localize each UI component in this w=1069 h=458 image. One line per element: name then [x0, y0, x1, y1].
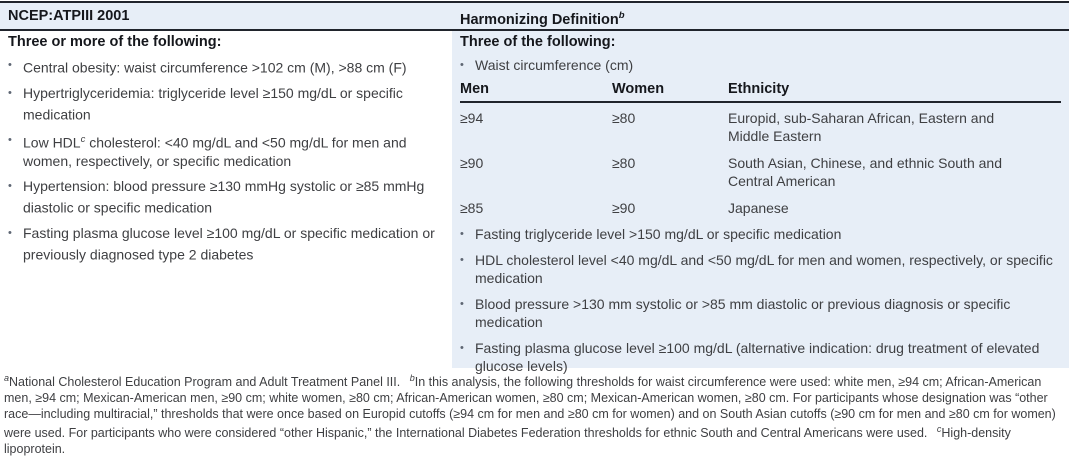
ncep-criterion-fasting-glucose: • Fasting plasma glucose level ≥100 mg/d… [8, 224, 445, 264]
bullet-icon: • [8, 180, 12, 193]
harmonizing-panel-background [452, 31, 1069, 368]
cell-ethnicity: South Asian, Chinese, and ethnic South a… [728, 154, 1002, 190]
waist-table-row: ≥90 ≥80 South Asian, Chinese, and ethnic… [460, 154, 1061, 191]
bullet-icon: • [8, 133, 12, 146]
criterion-text-cont: cholesterol: <40 mg/dL and <50 mg/dL for… [23, 134, 407, 169]
criterion-text: Low HDL [23, 134, 81, 151]
harmonizing-footnote-marker: b [618, 10, 625, 21]
waist-table-header-ethnicity: Ethnicity [728, 80, 790, 97]
cell-men: ≥85 [460, 199, 484, 216]
footnote-text-c: High-density lipoprotein. [4, 426, 1011, 457]
criterion-sup: c [80, 133, 86, 145]
column-header-harmonizing: Harmonizing Definitionb [460, 3, 625, 33]
harmonizing-criterion-blood-pressure: • Blood pressure >130 mm systolic or >85… [460, 295, 1061, 332]
harmonizing-title-text: Harmonizing Definition [460, 11, 619, 28]
cell-ethnicity: Europid, sub-Saharan African, Eastern an… [728, 109, 995, 145]
waist-table-header-women: Women [612, 80, 665, 97]
cell-women: ≥80 [612, 109, 636, 126]
harmonizing-criteria-list: • Fasting triglyceride level >150 mg/dL … [460, 225, 1061, 376]
cell-men: ≥90 [460, 154, 484, 171]
ncep-criterion-hypertension: • Hypertension: blood pressure ≥130 mmHg… [8, 177, 445, 217]
bullet-icon: • [460, 297, 464, 310]
harmonizing-criterion-triglyceride: • Fasting triglyceride level >150 mg/dL … [460, 225, 1061, 244]
waist-table-row: ≥85 ≥90 Japanese [460, 199, 1061, 218]
table-header-band: NCEP:ATPIII 2001 Harmonizing Definitionb [0, 1, 1069, 31]
waist-table-header-men: Men [460, 80, 489, 97]
bullet-icon: • [8, 59, 12, 71]
table-footnote: aNational Cholesterol Education Program … [4, 371, 1066, 458]
criterion-text: Blood pressure >130 mm systolic or >85 m… [475, 295, 1011, 331]
criterion-text: Hypertension: blood pressure ≥130 mmHg s… [23, 178, 425, 216]
cell-ethnicity: Japanese [728, 199, 789, 216]
harmonizing-subtitle: Three of the following: [460, 34, 616, 50]
criterion-text: Fasting plasma glucose level ≥100 mg/dL … [475, 339, 1040, 375]
ncep-criterion-central-obesity: • Central obesity: waist circumference >… [8, 56, 445, 77]
bullet-icon: • [460, 228, 464, 240]
bullet-icon: • [8, 227, 12, 240]
harmonizing-waist-item: • Waist circumference (cm) [460, 56, 1061, 75]
waist-table-row: ≥94 ≥80 Europid, sub-Saharan African, Ea… [460, 109, 1061, 146]
ncep-criteria-list: • Central obesity: waist circumference >… [8, 56, 445, 264]
footnote-marker-a: a [4, 373, 10, 383]
ncep-criterion-low-hdl: • Low HDLc cholesterol: <40 mg/dL and <5… [8, 131, 445, 171]
criterion-text: Fasting triglyceride level >150 mg/dL or… [475, 226, 842, 242]
criterion-text: Central obesity: waist circumference >10… [23, 59, 407, 76]
footnote-marker-b: b [409, 373, 415, 383]
bullet-icon: • [8, 87, 12, 100]
waist-table-header-row: Men Women Ethnicity [460, 80, 1061, 103]
column-header-ncep: NCEP:ATPIII 2001 [8, 8, 130, 24]
ncep-panel: Three or more of the following: • Centra… [8, 33, 445, 271]
bullet-icon: • [460, 341, 464, 354]
footnote-text-b: In this analysis, the following threshol… [4, 375, 1056, 441]
criterion-text: Hypertriglyceridemia: triglyceride level… [23, 85, 403, 123]
cell-men: ≥94 [460, 109, 484, 126]
harmonizing-criterion-hdl: • HDL cholesterol level <40 mg/dL and <5… [460, 251, 1061, 288]
cell-women: ≥90 [612, 199, 636, 216]
footnote-text-a: National Cholesterol Education Program a… [9, 375, 401, 390]
criterion-text: Waist circumference (cm) [475, 57, 634, 73]
bullet-icon: • [460, 253, 464, 266]
cell-women: ≥80 [612, 154, 636, 171]
harmonizing-criterion-fasting-glucose: • Fasting plasma glucose level ≥100 mg/d… [460, 339, 1061, 376]
harmonizing-criterion-waist: • Waist circumference (cm) [460, 56, 1061, 75]
criterion-text: Fasting plasma glucose level ≥100 mg/dL … [23, 225, 435, 263]
ncep-subtitle: Three or more of the following: [8, 34, 222, 50]
ncep-criterion-hypertriglyceridemia: • Hypertriglyceridemia: triglyceride lev… [8, 84, 445, 124]
footnote-marker-c: c [936, 424, 942, 435]
harmonizing-panel: Three of the following: • Waist circumfe… [460, 33, 1061, 383]
waist-threshold-table: Men Women Ethnicity ≥94 ≥80 Europid, sub… [460, 80, 1061, 218]
bullet-icon: • [460, 59, 464, 71]
criterion-text: HDL cholesterol level <40 mg/dL and <50 … [475, 251, 1053, 287]
